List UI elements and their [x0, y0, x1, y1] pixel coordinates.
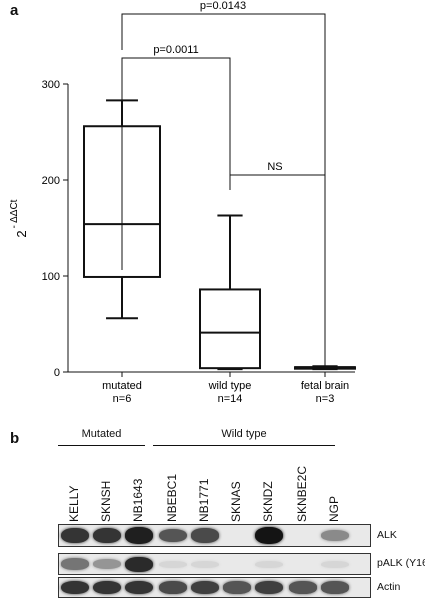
band-0-4 [191, 528, 219, 543]
band-0-2 [125, 527, 153, 544]
band-2-2 [125, 580, 153, 595]
band-1-6 [255, 560, 283, 568]
group-label-1: Wild type [221, 428, 267, 440]
box-series [83, 99, 356, 371]
bracket-label-0: p=0.0011 [153, 44, 198, 56]
lane-label-0: KELLY [67, 485, 81, 522]
band-1-1 [93, 559, 121, 569]
band-2-6 [255, 580, 283, 595]
y-tick-label-200: 200 [42, 175, 60, 187]
blot-strip-2 [58, 577, 371, 598]
bracket-1 [229, 174, 326, 368]
panel-b-label: b [10, 430, 20, 447]
blot-strip-1 [58, 553, 371, 575]
lane-label-3: NBEBC1 [165, 473, 179, 522]
count-label-1: n=14 [218, 393, 243, 405]
band-2-3 [159, 581, 187, 594]
band-1-2 [125, 556, 153, 572]
x-tick-label-1: wild type [208, 380, 252, 392]
y-axis-label: 2 - ΔΔCt [9, 199, 29, 237]
strip-label-1: pALK (Y1604) [377, 557, 425, 569]
western-blot: Mutated Wild type KELLY SKNSH NB1643 NBEBC1 NB… [0, 426, 425, 600]
y-axis-label-base: 2 [14, 230, 29, 237]
group-label-0: Mutated [81, 428, 122, 440]
x-tick-label-0: mutated [102, 380, 142, 392]
lane-label-5: SKNAS [229, 481, 243, 522]
band-2-8 [321, 581, 349, 594]
blot-strip-0 [58, 524, 371, 547]
box-1 [199, 214, 261, 371]
band-2-1 [93, 580, 121, 595]
y-tick-label-100: 100 [42, 271, 60, 283]
bracket-label-1: NS [267, 161, 282, 173]
lane-label-2: NB1643 [131, 478, 145, 522]
lane-label-1: SKNSH [99, 480, 113, 522]
lane-label-8: NGP [327, 495, 341, 522]
group-line-1 [153, 445, 335, 446]
panel-a-label: a [10, 2, 19, 19]
band-1-0 [61, 558, 89, 570]
band-0-3 [159, 528, 187, 543]
count-label-0: n=6 [113, 393, 132, 405]
axis-labels: 2 - ΔΔCt [9, 199, 29, 237]
band-0-0 [61, 527, 89, 544]
y-axis-label-exponent: - ΔΔCt [9, 199, 20, 228]
bracket-0 [121, 57, 231, 270]
box-iqr [199, 288, 261, 370]
band-0-6 [255, 527, 283, 544]
box-iqr [83, 125, 161, 278]
band-2-0 [61, 580, 89, 595]
lane-label-7: SKNBE2C [295, 465, 309, 522]
strip-label-2: Actin [377, 580, 401, 593]
lane-label-4: NB1771 [197, 478, 211, 522]
band-2-5 [223, 581, 251, 594]
band-1-8 [321, 560, 349, 568]
significance-brackets: p=0.0011 NS p=0.0143 [121, 0, 326, 368]
group-line-0 [58, 445, 145, 446]
strip-label-0: ALK [377, 528, 397, 541]
lane-label-6: SKNDZ [261, 481, 275, 522]
bracket-2 [121, 13, 326, 368]
y-tick-label-300: 300 [42, 79, 60, 91]
band-0-1 [93, 527, 121, 544]
band-1-4 [191, 560, 219, 568]
box-0 [83, 99, 161, 320]
y-tick-label-0: 0 [54, 367, 60, 379]
band-2-4 [191, 580, 219, 595]
count-label-2: n=3 [316, 393, 335, 405]
band-2-7 [289, 581, 317, 594]
band-1-3 [159, 560, 187, 568]
band-0-8 [321, 530, 349, 541]
bracket-label-2: p=0.0143 [200, 0, 246, 12]
box-2 [294, 365, 356, 371]
x-tick-label-2: fetal brain [301, 380, 349, 392]
